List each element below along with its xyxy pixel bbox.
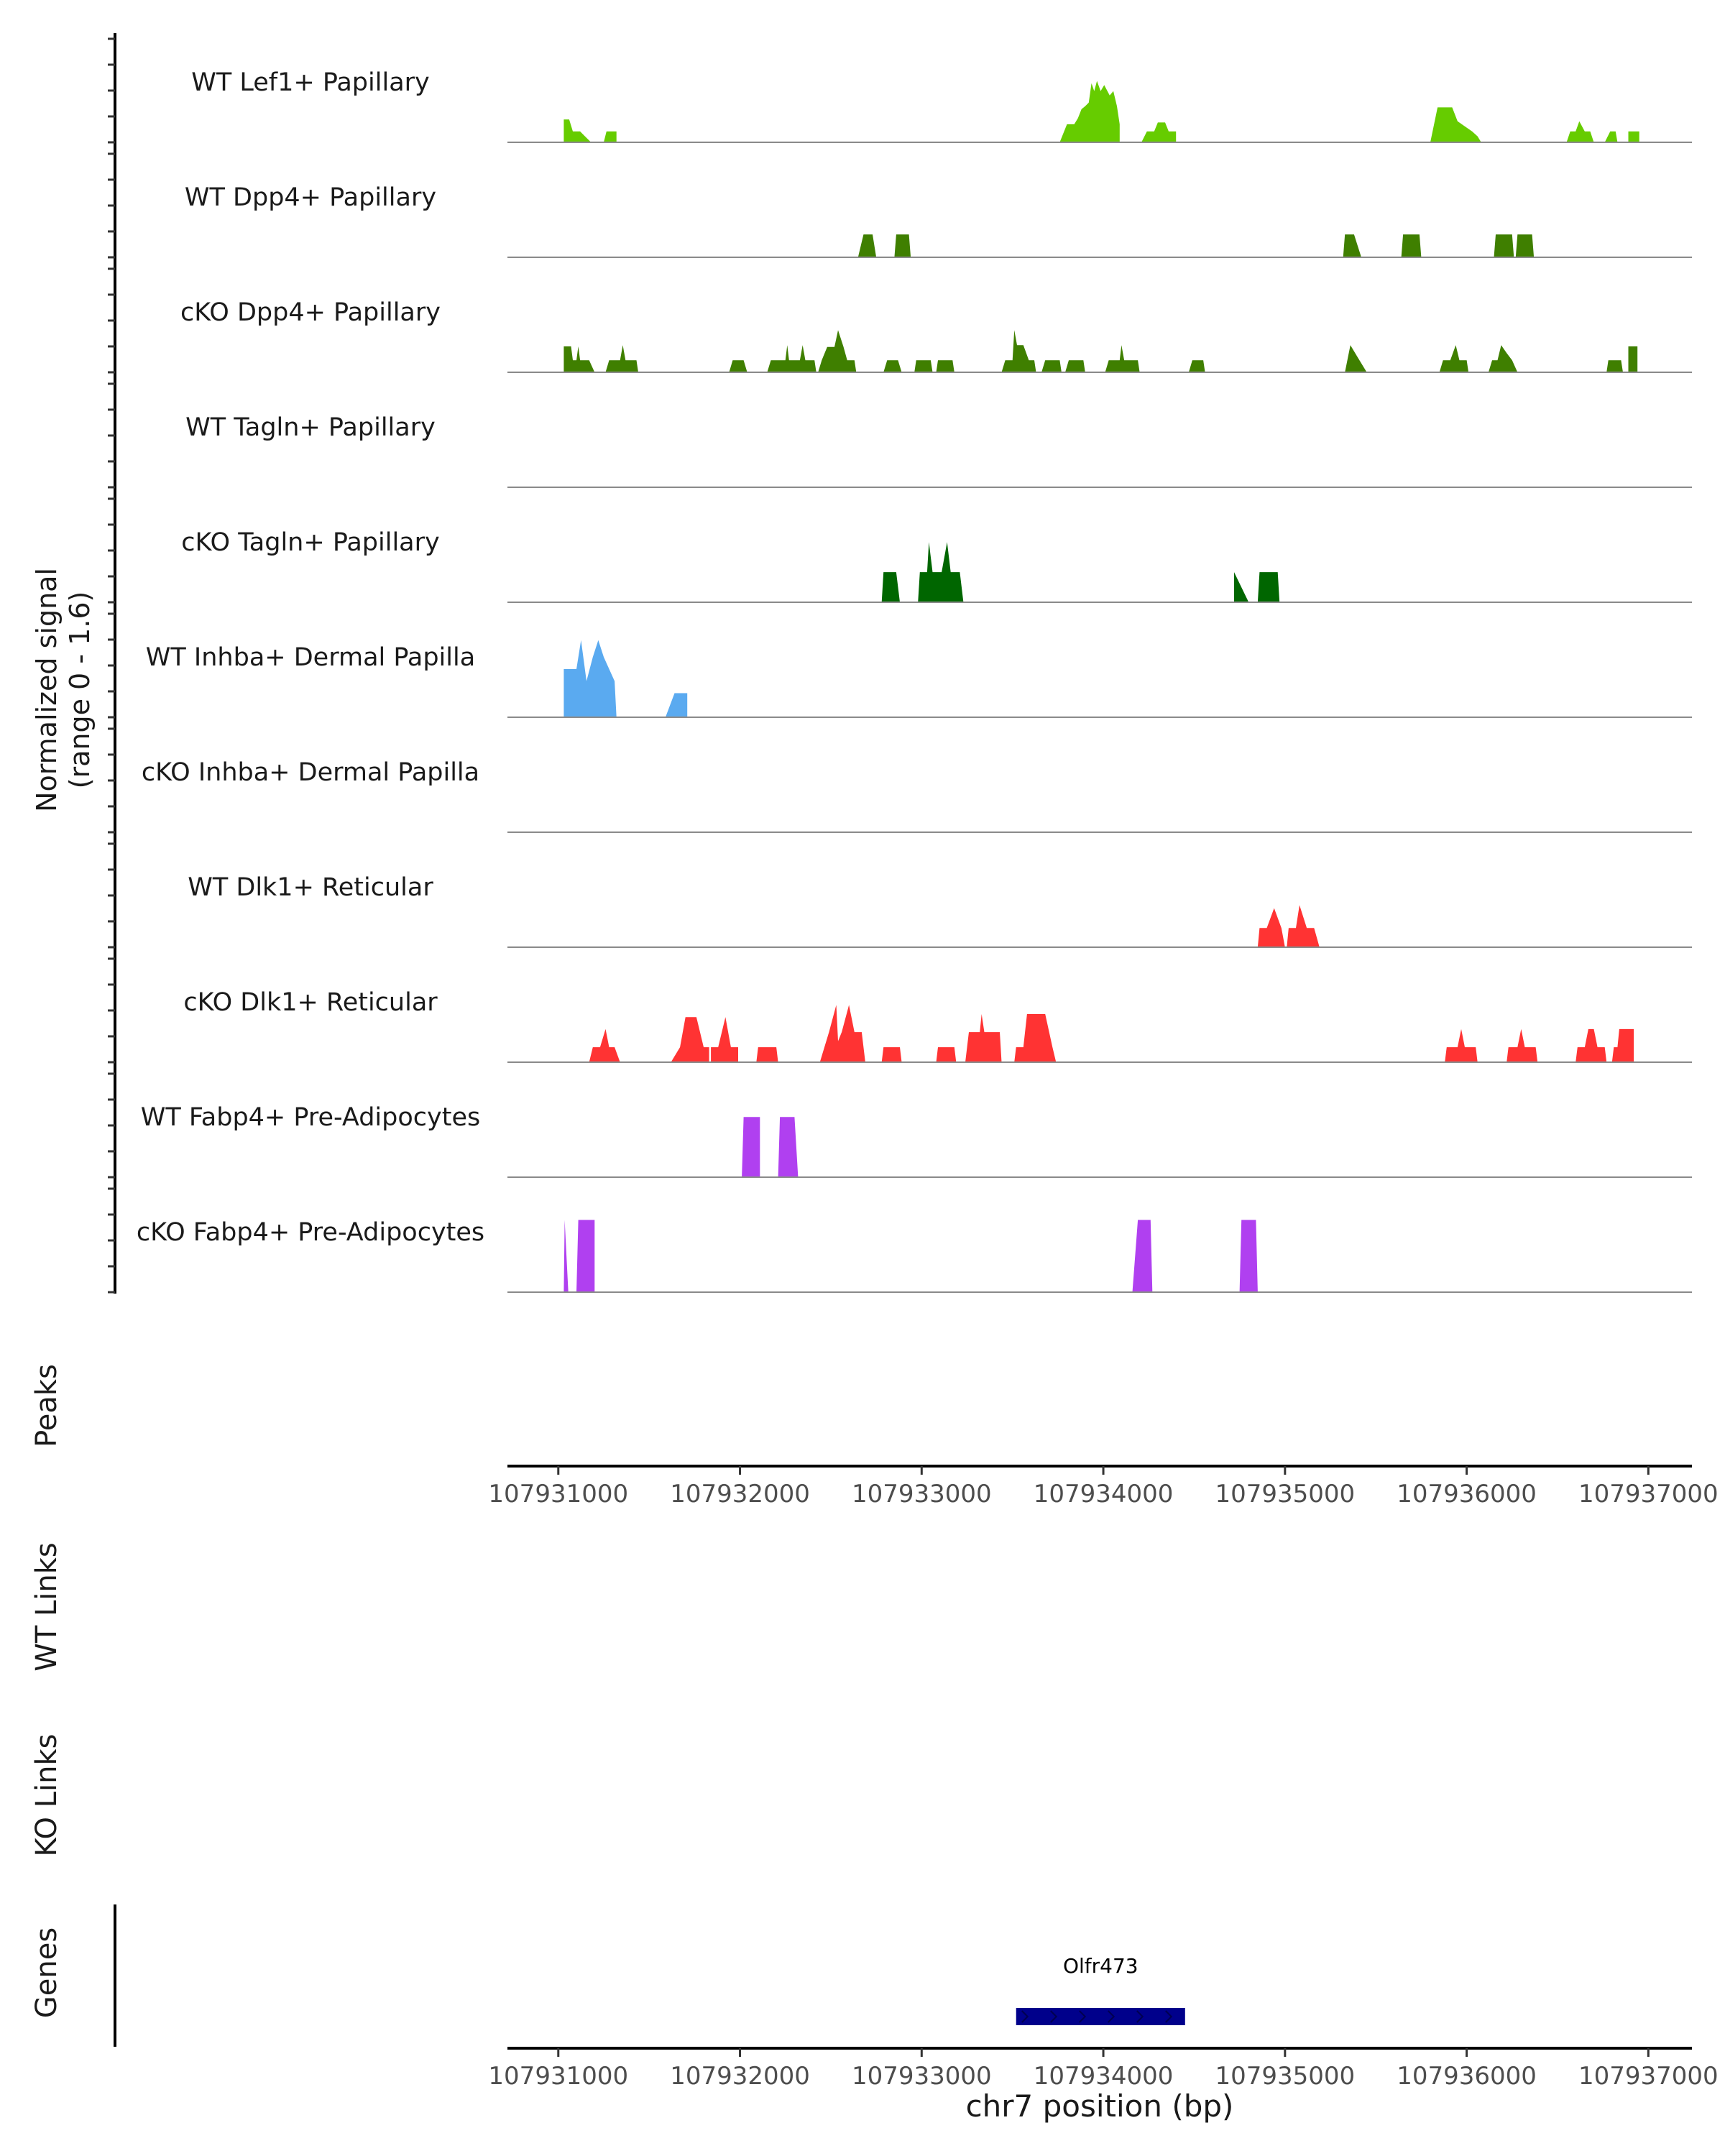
genes-track-label: Genes — [30, 1927, 63, 2018]
track-label: WT Fabp4+ Pre-Adipocytes — [141, 1103, 480, 1132]
x-tick-label: 107935000 — [1215, 1480, 1355, 1508]
strand-arrow-icon — [1021, 2010, 1029, 2023]
peaks-track-label: Peaks — [30, 1364, 63, 1447]
x-tick-label: 107932000 — [670, 2062, 810, 2091]
peaks-x-axis: 107931000 107932000 107933000 107934000 1079… — [488, 1465, 1719, 1508]
gene-body — [1016, 2008, 1185, 2025]
strand-arrow-icon — [1136, 2010, 1144, 2023]
track-9: WT Fabp4+ Pre-Adipocytes — [141, 1103, 1692, 1178]
coverage-area — [1257, 905, 1320, 947]
x-tick-label: 107931000 — [488, 1480, 628, 1508]
x-axis-title: chr7 position (bp) — [966, 2088, 1234, 2124]
track-label: cKO Tagln+ Papillary — [181, 528, 440, 557]
track-0: WT Lef1+ Papillary — [191, 68, 1692, 143]
strand-arrow-icon — [1050, 2010, 1058, 2023]
x-tick-label: 107932000 — [670, 1480, 810, 1508]
x-tick-label: 107936000 — [1397, 1480, 1537, 1508]
track-label: cKO Inhba+ Dermal Papilla — [142, 758, 479, 787]
gene-annotation-track: Olfr473 — [1016, 1954, 1185, 2025]
track-label: cKO Fabp4+ Pre-Adipocytes — [137, 1218, 484, 1247]
strand-arrow-icon — [1079, 2010, 1087, 2023]
y-axis-label-line2: (range 0 - 1.6) — [64, 591, 96, 789]
coverage-area — [564, 1220, 1258, 1292]
coverage-area — [564, 80, 1639, 142]
track-label: WT Tagln+ Papillary — [185, 413, 436, 442]
track-label: WT Inhba+ Dermal Papilla — [146, 643, 475, 672]
coverage-area — [881, 542, 1280, 602]
track-1: WT Dpp4+ Papillary — [185, 183, 1692, 258]
track-label: WT Dlk1+ Reticular — [188, 873, 433, 902]
track-7: WT Dlk1+ Reticular — [188, 873, 1692, 948]
coverage-area — [564, 330, 1638, 372]
x-tick-label: 107934000 — [1034, 2062, 1174, 2091]
track-label: cKO Dlk1+ Reticular — [183, 988, 438, 1017]
strand-arrow-icon — [1108, 2010, 1116, 2023]
gene-name: Olfr473 — [1063, 1954, 1138, 1978]
track-label: cKO Dpp4+ Papillary — [180, 298, 441, 327]
track-label: WT Dpp4+ Papillary — [185, 183, 436, 212]
x-tick-label: 107937000 — [1578, 1480, 1719, 1508]
strand-arrow-icon — [1165, 2010, 1173, 2023]
x-tick-label: 107933000 — [852, 2062, 992, 2091]
coverage-area — [564, 640, 688, 717]
track-5: WT Inhba+ Dermal Papilla — [146, 640, 1692, 718]
x-tick-label: 107934000 — [1034, 1480, 1174, 1508]
x-tick-label: 107931000 — [488, 2062, 628, 2091]
coverage-area — [589, 1005, 1634, 1062]
x-tick-label: 107937000 — [1578, 2062, 1719, 2091]
ko-links-track-label: KO Links — [30, 1734, 63, 1857]
track-3: WT Tagln+ Papillary — [185, 413, 1692, 488]
track-6: cKO Inhba+ Dermal Papilla — [142, 758, 1692, 833]
coverage-area — [857, 234, 1535, 257]
y-axis-label-line1: Normalized signal — [31, 568, 63, 812]
track-10: cKO Fabp4+ Pre-Adipocytes — [137, 1218, 1692, 1293]
track-4: cKO Tagln+ Papillary — [181, 528, 1692, 603]
x-tick-label: 107933000 — [852, 1480, 992, 1508]
genomic-x-axis: 107931000 107932000 107933000 107934000 1079… — [488, 2047, 1719, 2091]
wt-links-track-label: WT Links — [30, 1542, 63, 1671]
track-2: cKO Dpp4+ Papillary — [180, 298, 1692, 373]
coverage-area — [742, 1117, 799, 1177]
signal-y-axis — [108, 33, 116, 1294]
x-tick-label: 107936000 — [1397, 2062, 1537, 2091]
coverage-tracks: WT Lef1+ Papillary WT Dpp4+ Papillary cKO … — [137, 68, 1692, 1293]
track-8: cKO Dlk1+ Reticular — [183, 988, 1692, 1063]
x-tick-label: 107935000 — [1215, 2062, 1355, 2091]
track-label: WT Lef1+ Papillary — [191, 68, 430, 97]
